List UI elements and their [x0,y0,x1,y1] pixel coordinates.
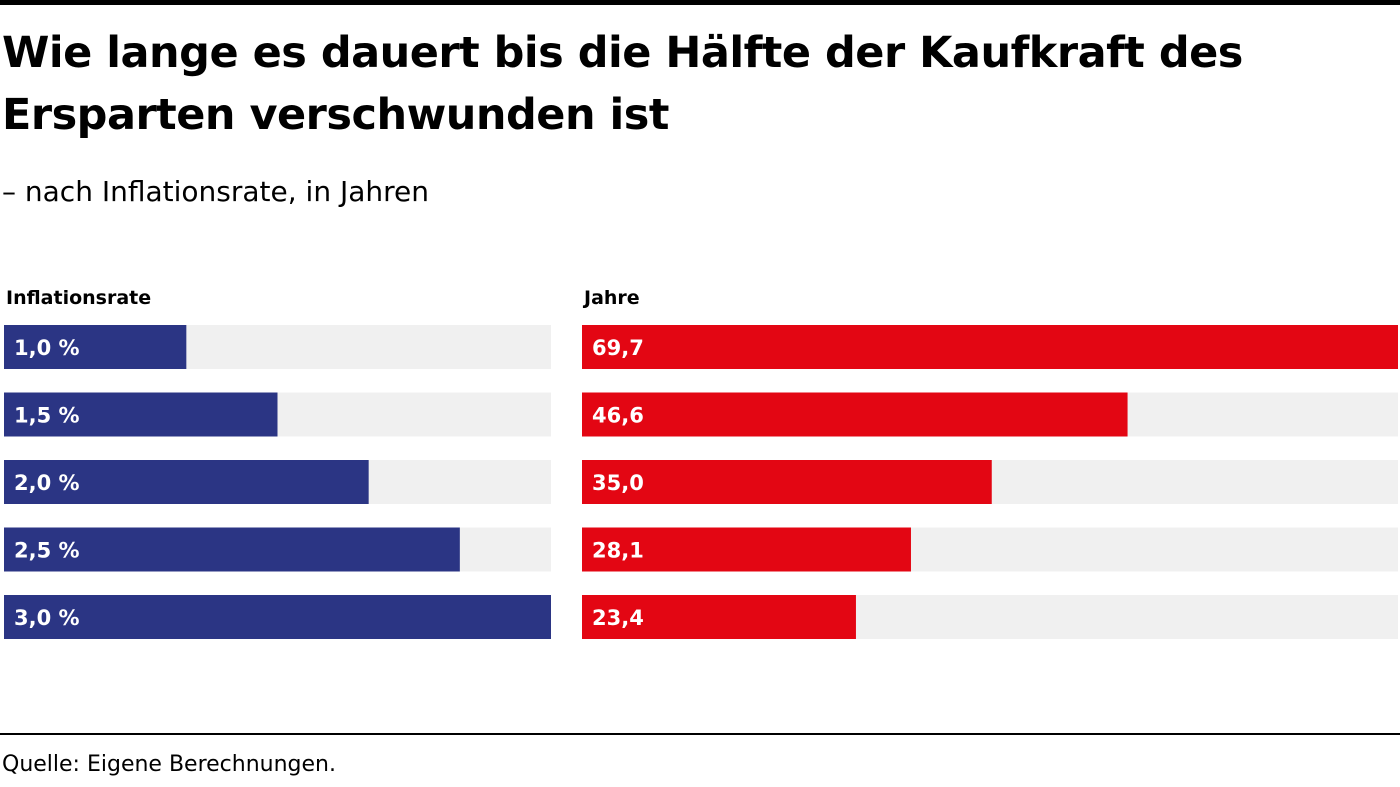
inflation-column-header: Inflationsrate [6,287,152,309]
bottom-rule [0,733,1400,735]
years-bar [582,325,1398,369]
inflation-value-label: 1,5 % [14,404,80,428]
chart-subtitle: – nach Inflationsrate, in Jahren [2,175,429,208]
inflation-bar [4,325,187,369]
years-bar [582,392,1128,437]
years-bar [582,527,911,572]
years-column-header: Jahre [584,287,640,309]
inflation-bar [4,527,460,572]
inflation-bar [4,392,278,437]
years-value-label: 23,4 [592,606,644,630]
inflation-bar [4,595,551,639]
inflation-value-label: 2,5 % [14,539,80,563]
years-bar [582,595,856,639]
source-note: Quelle: Eigene Berechnungen. [2,752,336,777]
inflation-value-label: 2,0 % [14,471,80,495]
years-value-label: 69,7 [592,336,644,360]
years-value-label: 46,6 [592,404,644,428]
top-rule [0,0,1400,5]
inflation-value-label: 3,0 % [14,606,80,630]
years-bar [582,460,992,504]
inflation-bar [4,460,369,504]
years-value-label: 28,1 [592,539,644,563]
inflation-value-label: 1,0 % [14,336,80,360]
years-value-label: 35,0 [592,471,644,495]
chart-title: Wie lange es dauert bis die Hälfte der K… [2,28,1243,140]
